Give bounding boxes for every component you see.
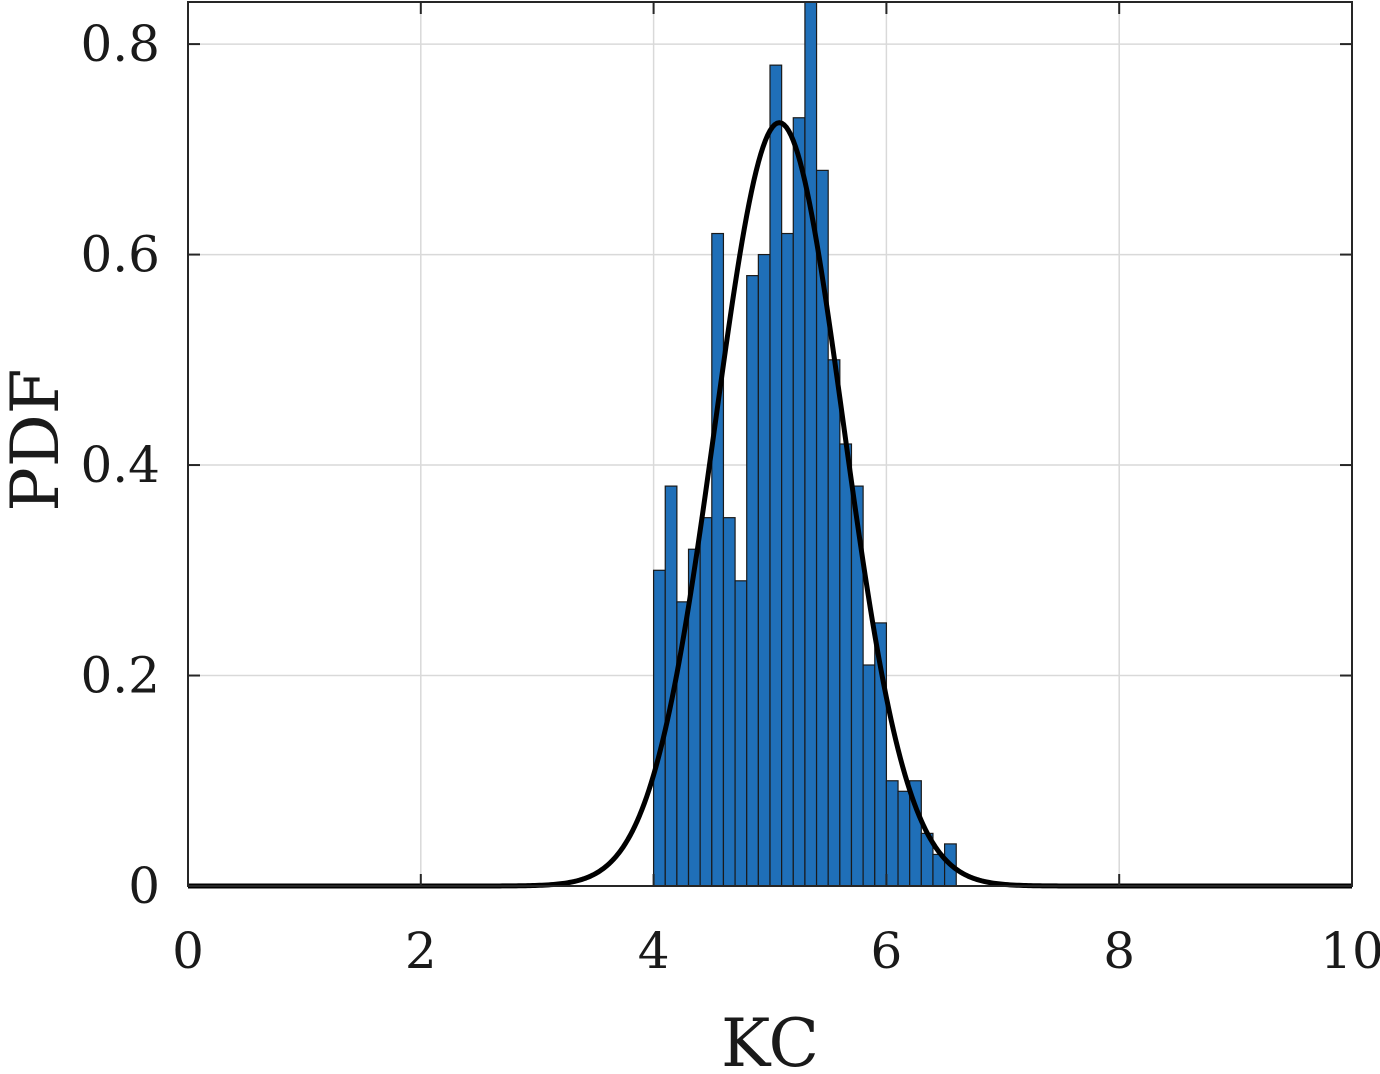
x-tick-label-2: 4 bbox=[638, 922, 670, 980]
y-tick-label-1: 0.2 bbox=[80, 647, 160, 705]
x-tick-label-5: 10 bbox=[1320, 922, 1380, 980]
histogram-bar-21 bbox=[897, 790, 911, 887]
x-axis-ticks: 0 2 4 6 8 10 bbox=[172, 2, 1380, 980]
x-tick-label-3: 6 bbox=[870, 922, 902, 980]
histogram-bar-7 bbox=[734, 580, 748, 887]
histogram-bar-12 bbox=[792, 117, 806, 887]
histogram-bars bbox=[652, 1, 957, 887]
histogram-bar-8 bbox=[746, 275, 759, 887]
x-tick-label-0: 0 bbox=[172, 922, 204, 980]
x-tick-label-1: 2 bbox=[405, 922, 437, 980]
plot-frame bbox=[187, 1, 1353, 887]
y-tick-label-2: 0.4 bbox=[80, 436, 160, 494]
y-axis-ticks: 0 0.2 0.4 0.6 0.8 bbox=[80, 15, 1352, 915]
histogram-bar-4 bbox=[699, 517, 713, 887]
axes-frame bbox=[187, 1, 1353, 887]
y-axis-label: PDF bbox=[0, 368, 74, 511]
histogram-bar-10 bbox=[769, 64, 783, 887]
histogram-bar-16 bbox=[839, 443, 853, 887]
histogram-bar-6 bbox=[722, 517, 736, 887]
x-tick-label-4: 8 bbox=[1103, 922, 1135, 980]
histogram-bar-13 bbox=[804, 1, 818, 887]
y-tick-label-4: 0.8 bbox=[80, 15, 160, 73]
histogram-bar-15 bbox=[827, 359, 841, 887]
y-tick-label-0: 0 bbox=[128, 857, 160, 915]
y-tick-label-3: 0.6 bbox=[80, 226, 160, 284]
histogram-bar-20 bbox=[885, 780, 899, 887]
histogram-bar-9 bbox=[757, 253, 771, 887]
histogram-bar-5 bbox=[711, 232, 725, 887]
histogram-bar-18 bbox=[862, 664, 876, 887]
histogram-bar-11 bbox=[781, 232, 794, 887]
x-axis-label: KC bbox=[721, 1005, 819, 1074]
